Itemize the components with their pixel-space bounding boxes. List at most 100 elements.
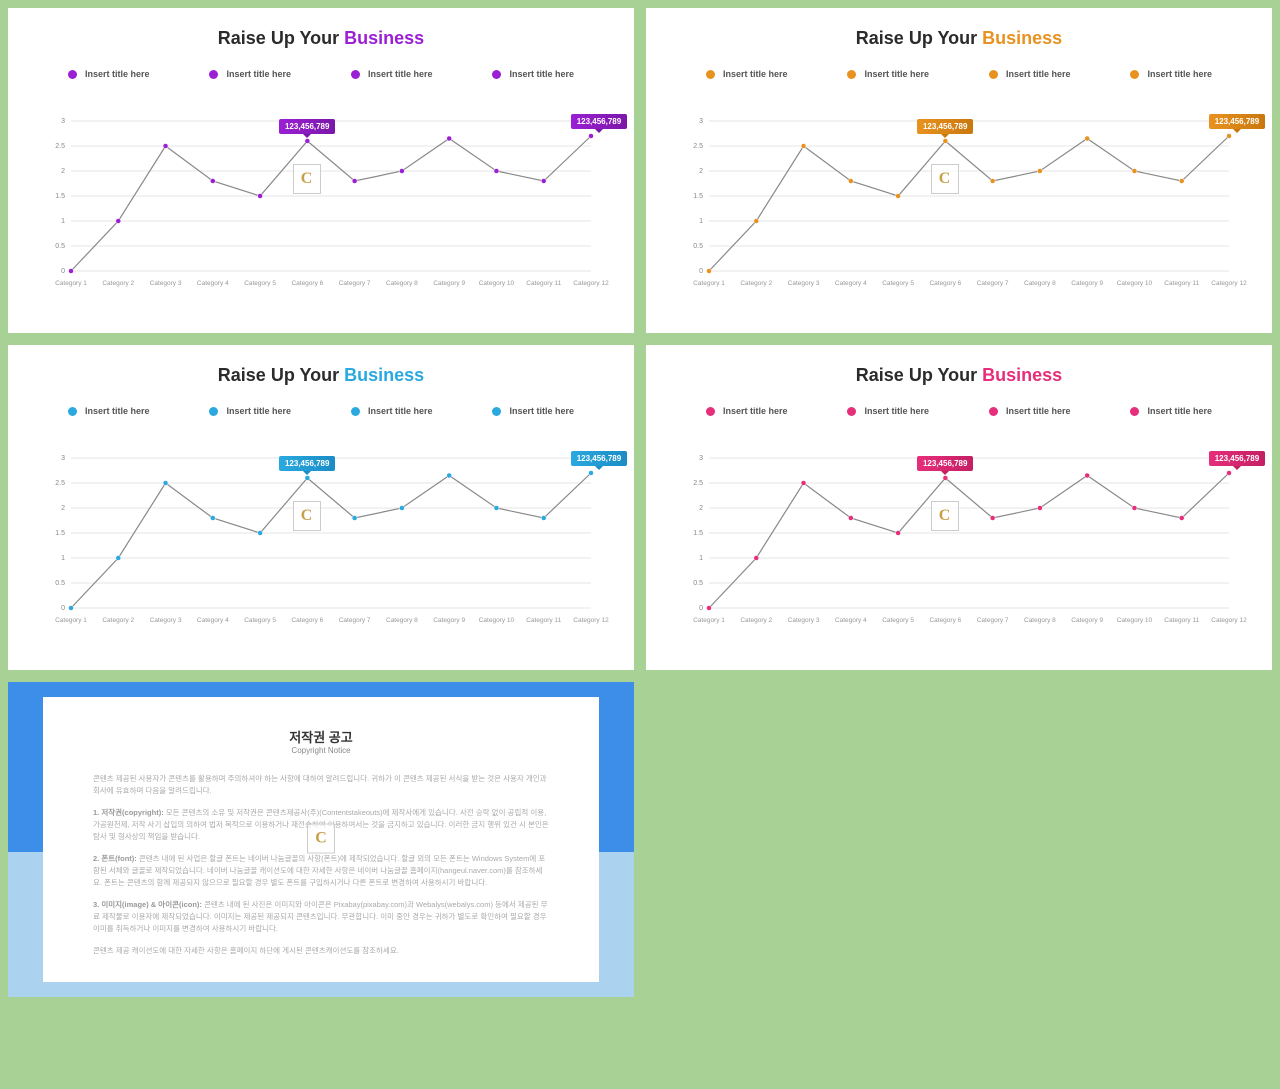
series-line — [71, 136, 591, 271]
watermark-icon: C — [931, 164, 959, 194]
data-marker — [69, 269, 74, 274]
copyright-p2: 콘텐츠 제공 캐이션도에 대한 자세한 사항은 홈페이지 하단에 게시된 콘텐츠… — [93, 945, 549, 957]
ytick-label: 2 — [61, 168, 65, 175]
data-marker — [1179, 179, 1184, 184]
xtick-label: Category 1 — [55, 617, 87, 624]
chart-legend: Insert title here Insert title here Insert… — [671, 406, 1247, 416]
legend-label: Insert title here — [226, 406, 291, 416]
xtick-label: Category 7 — [339, 617, 371, 624]
copyright-h1: 1. 저작권(copyright): — [93, 808, 164, 817]
legend-item: Insert title here — [1130, 406, 1212, 416]
legend-label: Insert title here — [1006, 69, 1071, 79]
data-marker — [589, 471, 594, 476]
value-callout: 123,456,789 — [917, 456, 974, 471]
xtick-label: Category 2 — [102, 280, 134, 287]
legend-label: Insert title here — [368, 406, 433, 416]
legend-label: Insert title here — [1006, 406, 1071, 416]
ytick-label: 0.5 — [55, 243, 65, 250]
legend-item: Insert title here — [492, 406, 574, 416]
data-marker — [399, 169, 404, 174]
xtick-label: Category 4 — [197, 617, 229, 624]
data-marker — [447, 473, 452, 478]
copyright-h2: 2. 폰트(font): — [93, 854, 137, 863]
legend-label: Insert title here — [723, 406, 788, 416]
title-prefix: Raise Up Your — [856, 28, 982, 48]
ytick-label: 2.5 — [55, 480, 65, 487]
xtick-label: Category 11 — [526, 280, 561, 287]
data-marker — [447, 136, 452, 141]
legend-dot-icon — [706, 70, 715, 79]
legend-dot-icon — [209, 407, 218, 416]
copyright-panel: 저작권 공고 Copyright Notice 콘텐츠 제공된 사용자가 콘텐츠… — [8, 682, 634, 997]
legend-dot-icon — [1130, 70, 1139, 79]
data-marker — [754, 556, 759, 561]
data-marker — [494, 169, 499, 174]
legend-item: Insert title here — [351, 406, 433, 416]
copyright-h3: 3. 이미지(image) & 아이콘(icon): — [93, 900, 202, 909]
data-marker — [896, 531, 901, 536]
data-marker — [1085, 136, 1090, 141]
title-accent: Business — [344, 365, 424, 385]
legend-label: Insert title here — [226, 69, 291, 79]
legend-dot-icon — [68, 407, 77, 416]
legend-dot-icon — [351, 407, 360, 416]
watermark-icon: C — [293, 501, 321, 531]
xtick-label: Category 7 — [977, 280, 1009, 287]
ytick-label: 1.5 — [693, 193, 703, 200]
ytick-label: 3 — [61, 118, 65, 125]
ytick-label: 0.5 — [55, 580, 65, 587]
chart-panel: Raise Up Your BusinessInsert title hereI… — [8, 8, 634, 333]
legend-dot-icon — [492, 70, 501, 79]
data-marker — [494, 506, 499, 511]
ytick-label: 1.5 — [55, 530, 65, 537]
copyright-p1: 콘텐츠 제공된 사용자가 콘텐츠를 활용하며 주의하셔야 하는 사항에 대하여 … — [93, 773, 549, 797]
legend-label: Insert title here — [1147, 406, 1212, 416]
data-marker — [801, 144, 806, 149]
value-callout: 123,456,789 — [1209, 114, 1266, 129]
xtick-label: Category 10 — [1117, 617, 1153, 624]
ytick-label: 2 — [699, 505, 703, 512]
data-marker — [352, 516, 357, 521]
watermark-icon: C — [307, 823, 335, 853]
data-marker — [305, 476, 310, 481]
xtick-label: Category 12 — [573, 280, 609, 287]
xtick-label: Category 2 — [740, 617, 772, 624]
legend-item: Insert title here — [351, 69, 433, 79]
chart-area: 00.511.522.53Category 1Category 2Categor… — [671, 428, 1247, 628]
data-marker — [896, 194, 901, 199]
xtick-label: Category 4 — [197, 280, 229, 287]
legend-dot-icon — [989, 407, 998, 416]
xtick-label: Category 9 — [433, 280, 465, 287]
ytick-label: 0 — [61, 268, 65, 275]
xtick-label: Category 8 — [386, 617, 418, 624]
value-callout: 123,456,789 — [1209, 451, 1266, 466]
watermark-icon: C — [931, 501, 959, 531]
xtick-label: Category 8 — [1024, 617, 1056, 624]
chart-legend: Insert title here Insert title here Insert… — [33, 69, 609, 79]
copyright-section-2: 2. 폰트(font): 콘텐츠 내에 된 사업은 할글 폰트는 네이버 나눔글… — [93, 853, 549, 889]
legend-label: Insert title here — [85, 69, 150, 79]
xtick-label: Category 6 — [929, 280, 961, 287]
xtick-label: Category 8 — [1024, 280, 1056, 287]
data-marker — [116, 219, 121, 224]
data-marker — [258, 194, 263, 199]
xtick-label: Category 11 — [1164, 280, 1199, 287]
xtick-label: Category 4 — [835, 280, 867, 287]
ytick-label: 0.5 — [693, 243, 703, 250]
xtick-label: Category 5 — [244, 280, 276, 287]
data-marker — [1227, 134, 1232, 139]
title-prefix: Raise Up Your — [218, 365, 344, 385]
value-callout: 123,456,789 — [571, 114, 628, 129]
xtick-label: Category 9 — [1071, 617, 1103, 624]
ytick-label: 3 — [699, 118, 703, 125]
xtick-label: Category 3 — [788, 617, 820, 624]
copyright-body: 콘텐츠 제공된 사용자가 콘텐츠를 활용하며 주의하셔야 하는 사항에 대하여 … — [93, 773, 549, 957]
legend-item: Insert title here — [989, 69, 1071, 79]
ytick-label: 1 — [61, 218, 65, 225]
ytick-label: 2 — [61, 505, 65, 512]
data-marker — [801, 481, 806, 486]
data-marker — [305, 139, 310, 144]
legend-label: Insert title here — [509, 406, 574, 416]
legend-dot-icon — [706, 407, 715, 416]
xtick-label: Category 2 — [740, 280, 772, 287]
